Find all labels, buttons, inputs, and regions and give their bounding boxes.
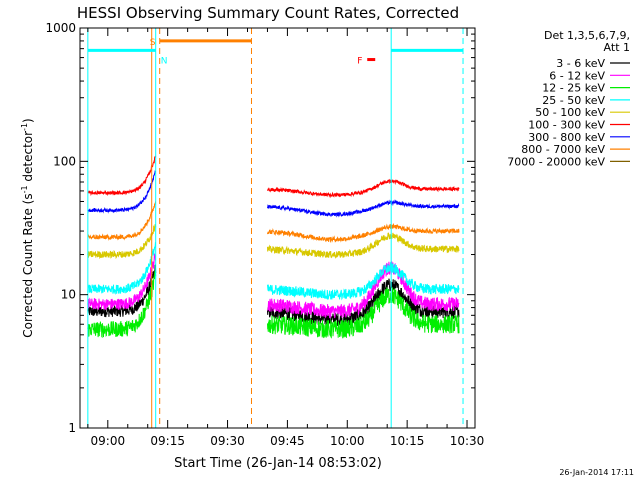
legend-label-4: 50 - 100 keV bbox=[535, 106, 605, 119]
series-5-pre-gap bbox=[87, 155, 157, 197]
x-tick-label-2: 09:30 bbox=[210, 434, 245, 448]
chart-title: HESSI Observing Summary Count Rates, Cor… bbox=[77, 4, 459, 22]
legend-label-7: 800 - 7000 keV bbox=[521, 143, 605, 156]
series-1-pre-gap bbox=[87, 253, 157, 310]
x-tick-label-3: 09:45 bbox=[270, 434, 305, 448]
series-7-pre-gap bbox=[87, 201, 157, 241]
x-tick-label-4: 10:00 bbox=[330, 434, 365, 448]
legend-label-5: 100 - 300 keV bbox=[528, 119, 605, 132]
legend-title-line1: Det 1,3,5,6,7,9, bbox=[544, 29, 630, 42]
series-3-post-gap bbox=[267, 261, 460, 301]
legend-label-8: 7000 - 20000 keV bbox=[507, 155, 605, 168]
x-tick-label-6: 10:30 bbox=[450, 434, 485, 448]
flag-label-0: S bbox=[150, 38, 156, 48]
series-4-pre-gap bbox=[87, 224, 157, 260]
series-6-post-gap bbox=[267, 199, 460, 218]
series-layer bbox=[87, 155, 460, 339]
flag-label-2: F bbox=[357, 57, 362, 67]
y-axis-label-sup2: -1 bbox=[20, 123, 29, 131]
y-tick-label-1: 10 bbox=[61, 288, 76, 302]
series-3-pre-gap bbox=[87, 242, 156, 295]
legend-label-2: 12 - 25 keV bbox=[542, 82, 605, 95]
legend-label-6: 300 - 800 keV bbox=[528, 131, 605, 144]
y-axis-label-end: ) bbox=[21, 118, 35, 123]
series-4-post-gap bbox=[267, 231, 460, 259]
y-axis-label-main: Corrected Count Rate (s bbox=[21, 193, 35, 337]
markers-layer bbox=[87, 28, 464, 428]
plot-frame bbox=[79, 27, 476, 429]
footer-timestamp: 26-Jan-2014 17:11 bbox=[559, 468, 634, 477]
x-tick-label-0: 09:00 bbox=[91, 434, 126, 448]
x-axis-label: Start Time (26-Jan-14 08:53:02) bbox=[174, 456, 382, 471]
y-tick-label-2: 100 bbox=[53, 154, 76, 168]
legend-label-3: 25 - 50 keV bbox=[542, 94, 605, 107]
legend-label-0: 3 - 6 keV bbox=[556, 57, 605, 70]
x-tick-label-5: 10:15 bbox=[390, 434, 425, 448]
x-tick-label-1: 09:15 bbox=[150, 434, 185, 448]
series-7-post-gap bbox=[267, 222, 460, 244]
series-2-post-gap bbox=[267, 287, 460, 339]
x-axis: 09:00 09:15 09:30 09:45 10:00 10:15 10:30 bbox=[87, 28, 485, 448]
flags-layer: SN F bbox=[87, 38, 464, 67]
y-axis-label-sup1: -1 bbox=[20, 185, 29, 193]
series-0-pre-gap bbox=[87, 264, 157, 318]
series-5-post-gap bbox=[267, 178, 460, 199]
flag-label-1: N bbox=[161, 56, 168, 66]
series-1-post-gap bbox=[267, 261, 460, 319]
y-tick-label-3: 1000 bbox=[45, 21, 76, 35]
legend-label-1: 6 - 12 keV bbox=[549, 69, 605, 82]
series-6-pre-gap bbox=[87, 170, 157, 214]
legend-title-line2: Att 1 bbox=[604, 41, 630, 54]
series-2-pre-gap bbox=[87, 270, 157, 339]
y-axis-label: Corrected Count Rate (s-1 detector-1) bbox=[20, 118, 35, 337]
y-axis: 1 10 100 1000 bbox=[45, 21, 475, 435]
y-axis-label-mid: detector bbox=[21, 131, 35, 186]
y-tick-label-0: 1 bbox=[68, 421, 76, 435]
